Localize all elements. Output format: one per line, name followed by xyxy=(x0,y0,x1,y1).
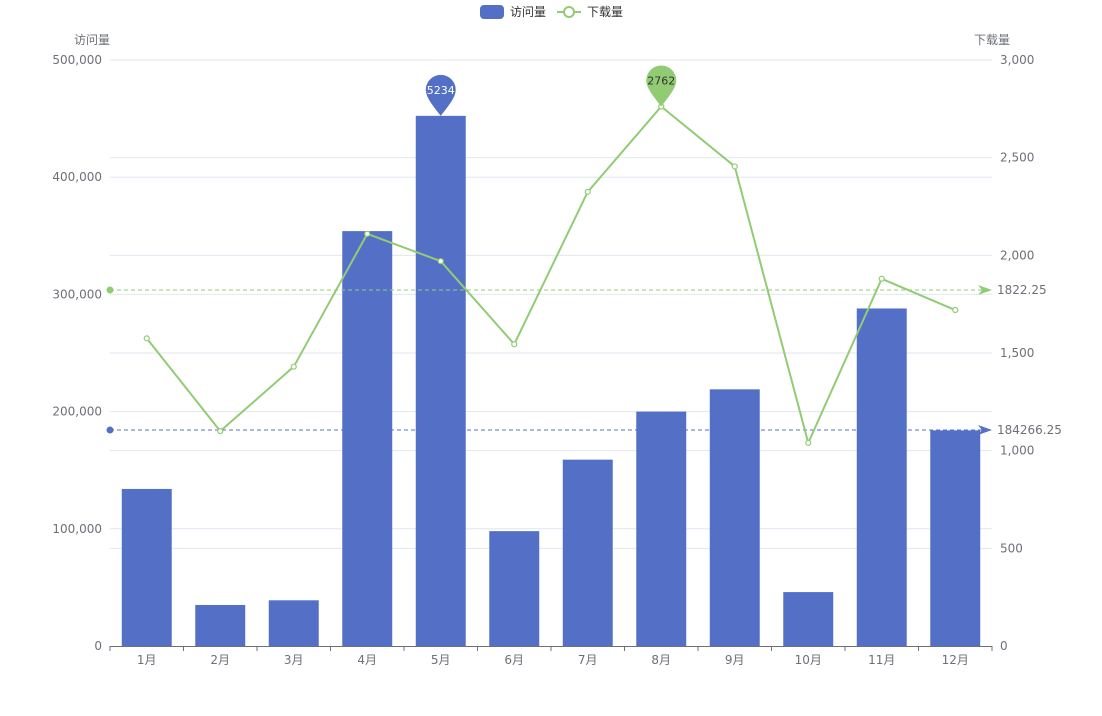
legend-label-line: 下载量 xyxy=(587,5,623,19)
axes: 0 100,000 200,000 300,000 400,000 500,000 0 500… xyxy=(52,33,1034,667)
bar xyxy=(709,389,760,646)
bar xyxy=(562,459,613,646)
line-point xyxy=(143,335,150,342)
y-tick-label-left: 0 xyxy=(94,639,102,653)
y-tick-label-right: 500 xyxy=(1000,541,1023,555)
y-tick-label-left: 100,000 xyxy=(52,522,102,536)
line-point xyxy=(805,439,812,446)
x-tick-label: 8月 xyxy=(651,653,671,667)
line-series-path xyxy=(145,105,956,444)
y-tick-label-left: 500,000 xyxy=(52,53,102,67)
line-point xyxy=(584,188,591,195)
bar xyxy=(121,488,172,646)
bar xyxy=(489,531,540,646)
x-tick-label: 12月 xyxy=(942,653,969,667)
x-tick-label: 4月 xyxy=(357,653,377,667)
average-line-label: 184266.25 xyxy=(997,423,1062,437)
bar xyxy=(783,592,834,646)
bar xyxy=(930,430,981,646)
x-tick-label: 6月 xyxy=(504,653,524,667)
x-tick-label: 2月 xyxy=(210,653,230,667)
line-point xyxy=(217,428,224,435)
average-line-start-dot xyxy=(106,426,114,434)
legend-swatch-bar xyxy=(480,5,504,19)
max-marker-label: 2762 xyxy=(647,74,675,87)
line-point xyxy=(364,230,371,237)
line-point xyxy=(952,306,959,314)
y-tick-label-right: 2,500 xyxy=(1000,151,1034,165)
grid-lines xyxy=(110,59,992,549)
bar xyxy=(268,600,319,646)
max-marker-pin xyxy=(646,65,677,107)
legend[interactable]: 访问量 下载量 xyxy=(480,5,623,19)
y-tick-label-right: 1,000 xyxy=(1000,444,1034,458)
bar xyxy=(342,231,393,646)
y-axis-title-left: 访问量 xyxy=(74,33,110,47)
average-line-arrow xyxy=(978,425,992,436)
y-tick-label-right: 3,000 xyxy=(1000,53,1034,67)
line-point xyxy=(437,258,444,265)
x-tick-label: 5月 xyxy=(431,653,451,667)
average-line-label: 1822.25 xyxy=(997,283,1047,297)
y-tick-label-left: 300,000 xyxy=(52,287,102,301)
x-tick-label: 9月 xyxy=(725,653,745,667)
line-point xyxy=(878,275,885,282)
average-line-arrow xyxy=(978,285,992,296)
x-tick-label: 10月 xyxy=(795,653,822,667)
line-point xyxy=(290,363,297,370)
x-tick-label: 7月 xyxy=(578,653,598,667)
average-line-start-dot xyxy=(106,286,114,294)
y-tick-label-left: 200,000 xyxy=(52,405,102,419)
line-point xyxy=(731,163,738,170)
y-tick-label-right: 1,500 xyxy=(1000,346,1034,360)
bar-series xyxy=(121,115,981,646)
average-lines: 184266.25 1822.25 xyxy=(106,283,1062,437)
bar xyxy=(856,308,907,646)
bar xyxy=(415,115,466,646)
max-marker-pin xyxy=(425,74,456,116)
line-series xyxy=(143,103,959,446)
y-tick-label-right: 2,000 xyxy=(1000,248,1034,262)
line-point xyxy=(511,341,518,348)
x-tick-label: 11月 xyxy=(868,653,895,667)
x-tick-label: 3月 xyxy=(284,653,304,667)
legend-swatch-line-dot xyxy=(563,6,575,18)
bar xyxy=(636,411,687,646)
max-marker-label: 452348 xyxy=(420,84,462,97)
bar xyxy=(195,604,246,646)
x-tick-label: 1月 xyxy=(137,653,157,667)
max-markers: 452348 2762 xyxy=(420,65,677,116)
legend-label-bar: 访问量 xyxy=(510,5,546,19)
y-tick-label-right: 0 xyxy=(1000,639,1008,653)
y-tick-label-left: 400,000 xyxy=(52,170,102,184)
y-axis-title-right: 下载量 xyxy=(974,33,1010,47)
